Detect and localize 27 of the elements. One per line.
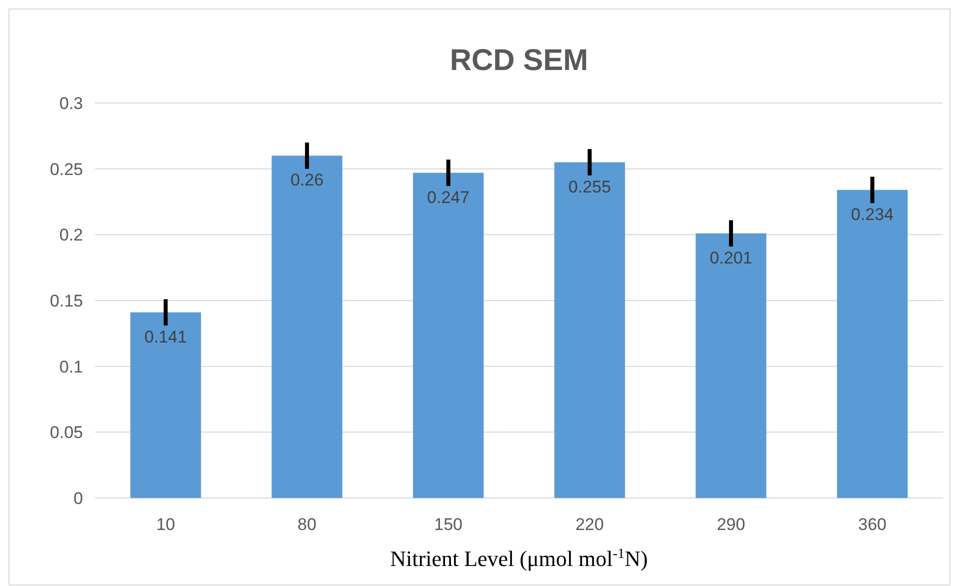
data-label: 0.26	[290, 170, 324, 190]
data-label: 0.247	[427, 188, 470, 207]
y-tick-label: 0.2	[59, 226, 83, 245]
bar	[837, 190, 908, 498]
bar	[696, 233, 766, 498]
y-tick-label: 0.1	[59, 357, 83, 376]
x-tick-label: 220	[575, 515, 604, 534]
x-tick-label: 150	[434, 515, 463, 534]
x-tick-label: 360	[858, 515, 887, 534]
data-label: 0.255	[568, 177, 611, 196]
x-tick-label: 80	[298, 515, 316, 534]
data-label: 0.234	[851, 204, 894, 224]
y-tick-label: 0	[74, 488, 83, 508]
y-tick-label: 0.3	[59, 94, 83, 113]
chart-title: RCD SEM	[450, 44, 588, 77]
bar	[130, 312, 201, 498]
bar	[272, 156, 342, 498]
y-tick-label: 0.25	[50, 160, 83, 179]
data-label: 0.141	[144, 327, 187, 346]
y-tick-label: 0.15	[50, 291, 83, 310]
bar	[554, 162, 625, 498]
y-tick-label: 0.05	[50, 423, 83, 442]
x-tick-label: 10	[156, 515, 176, 534]
x-tick-label: 290	[716, 515, 746, 534]
data-label: 0.201	[710, 248, 752, 268]
bar	[413, 172, 484, 498]
x-axis-title: Nitrient Level (μmol mol$^{-1}$N)	[390, 546, 648, 571]
